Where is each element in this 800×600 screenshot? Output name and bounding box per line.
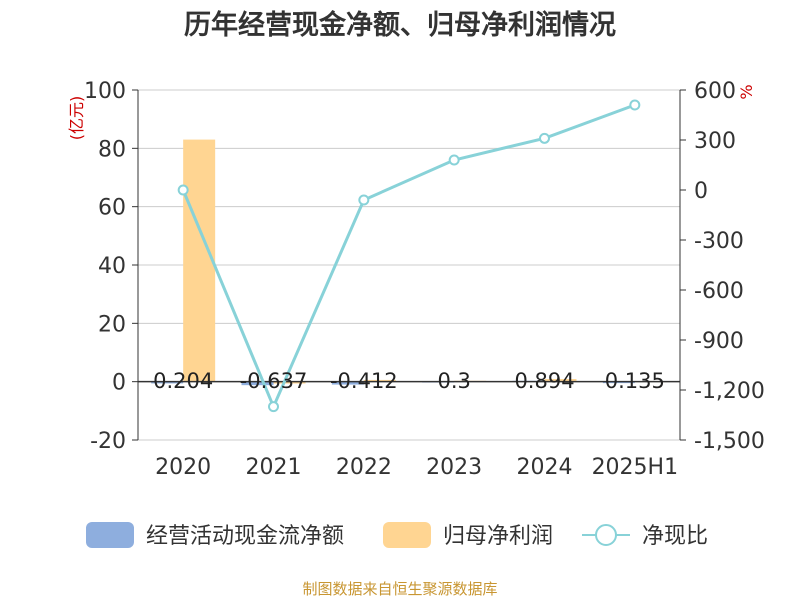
ratio-line-path (181, 103, 636, 411)
net-profit-data-label: 0.894 (514, 369, 574, 393)
right-tick-label: 600 (694, 79, 736, 104)
cash-flow-bar (151, 381, 184, 384)
legend-label-ratio: 净现比 (642, 524, 708, 549)
right-tick-label: -900 (694, 329, 744, 354)
ratio-point (448, 154, 460, 166)
right-tick-label: -600 (694, 279, 744, 304)
cash-flow-bar (331, 381, 364, 385)
axes: -20 0 20 40 60 80 100 -1,500 -1,200 -900 -600 -300 0… (67, 79, 765, 480)
left-tick-label: 20 (98, 312, 126, 337)
left-tick-label: 0 (112, 371, 126, 396)
x-tick-label: 2025H1 (592, 455, 679, 480)
legend-swatch-net-profit (383, 522, 431, 548)
x-tick-label: 2021 (246, 455, 302, 480)
grid-lines (138, 89, 680, 441)
left-tick-label: 60 (98, 196, 126, 221)
net-profit-data-label: -0.412 (330, 369, 398, 393)
legend: 经营活动现金流净额 归母净利润 净现比 (86, 522, 708, 549)
ratio-point (629, 99, 641, 111)
x-tick-label: 2020 (155, 455, 211, 480)
legend-marker-ratio (595, 524, 617, 546)
right-tick-label: 0 (694, 179, 708, 204)
net-profit-data-label: 0.135 (605, 369, 665, 393)
cash-flow-bar (241, 381, 274, 386)
ratio-point (177, 184, 189, 196)
net-profit-bar (273, 381, 306, 384)
right-tick-label: 300 (694, 129, 736, 154)
net-profit-bar (544, 379, 577, 382)
right-tick-label: -1,500 (694, 429, 765, 454)
left-tick-label: 40 (98, 254, 126, 279)
net-profit-data-label: 0.3 (437, 369, 470, 393)
data-labels: 0.204 -0.637 -0.412 0.3 0.894 0.135 (153, 369, 665, 393)
x-tick-label: 2024 (517, 455, 573, 480)
ratio-line (177, 99, 641, 413)
x-tick-label: 2023 (426, 455, 482, 480)
legend-label-cash-flow: 经营活动现金流净额 (146, 524, 344, 549)
net-profit-data-label: -0.637 (240, 369, 308, 393)
bars (151, 139, 667, 386)
x-tick-label: 2022 (336, 455, 392, 480)
ratio-point (268, 401, 279, 413)
net-profit-data-label: 0.204 (153, 369, 213, 393)
legend-swatch-cash-flow (86, 522, 134, 548)
source-note: 制图数据来自恒生聚源数据库 (302, 580, 497, 598)
right-tick-label: -1,200 (694, 379, 765, 404)
right-axis-unit: % (737, 84, 756, 99)
chart-title: 历年经营现金净额、归母净利润情况 (184, 9, 616, 41)
net-profit-bar (183, 139, 216, 382)
right-tick-label: -300 (694, 229, 744, 254)
left-axis-unit: (亿元) (67, 96, 86, 141)
ratio-point (539, 132, 550, 144)
legend-label-net-profit: 归母净利润 (443, 524, 553, 549)
left-tick-label: 80 (98, 137, 126, 162)
net-profit-bar (363, 379, 396, 382)
left-tick-label: 100 (84, 79, 126, 104)
ratio-point (358, 194, 370, 206)
left-tick-label: -20 (90, 429, 126, 454)
